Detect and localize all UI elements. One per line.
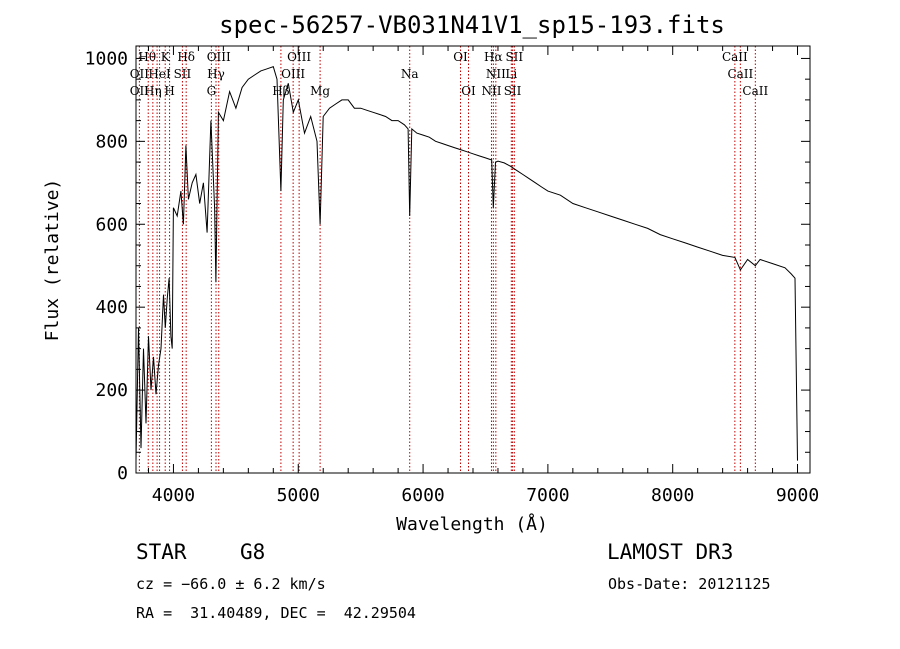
- x-axis-label: Wavelength (Å): [396, 513, 548, 535]
- line-label: NII: [486, 67, 506, 81]
- spectral-line-markers: [138, 46, 756, 473]
- line-label: Na: [401, 67, 419, 81]
- line-label: CaII: [742, 84, 768, 98]
- spectrum-line: [135, 66, 798, 461]
- line-label: Li: [505, 67, 517, 81]
- line-label: H: [164, 84, 174, 98]
- x-tick-label: 9000: [776, 485, 819, 506]
- redshift-cz: cz = −66.0 ± 6.2 km/s: [136, 575, 326, 593]
- x-tick-label: 7000: [526, 485, 569, 506]
- y-tick-label: 200: [95, 380, 128, 401]
- coordinates: RA = 31.40489, DEC = 42.29504: [136, 604, 416, 622]
- x-tick-label: 6000: [401, 485, 444, 506]
- x-tick-label: 4000: [152, 485, 195, 506]
- line-label: OIII: [287, 50, 311, 64]
- y-tick-label: 0: [117, 463, 128, 484]
- observation-date: Obs-Date: 20121125: [608, 575, 771, 593]
- line-label: K: [161, 50, 171, 64]
- line-label: OII: [130, 84, 150, 98]
- line-label: NII: [481, 84, 501, 98]
- y-axis-label: Flux (relative): [42, 179, 63, 342]
- object-subclass: G8: [240, 540, 266, 564]
- plot-frame: [135, 45, 811, 474]
- line-label: OI: [453, 50, 468, 64]
- line-label: Hγ: [207, 67, 225, 81]
- line-label: Hθ: [138, 50, 156, 64]
- object-class: STAR: [136, 540, 187, 564]
- x-tick-label: 8000: [651, 485, 694, 506]
- y-tick-label: 800: [95, 131, 128, 152]
- chart-title: spec-56257-VB031N41V1_sp15-193.fits: [219, 11, 725, 39]
- survey-name: LAMOST DR3: [607, 540, 734, 564]
- line-label: OIII: [207, 50, 231, 64]
- line-label: SII: [505, 50, 523, 64]
- line-label: HeI: [148, 67, 171, 81]
- line-label: Hδ: [177, 50, 195, 64]
- line-label: SII: [504, 84, 522, 98]
- line-label: CaII: [727, 67, 753, 81]
- line-label: Hη: [144, 84, 162, 98]
- y-tick-label: 1000: [85, 48, 128, 69]
- line-label: OII: [130, 67, 150, 81]
- y-tick-label: 400: [95, 297, 128, 318]
- line-label: OIII: [281, 67, 305, 81]
- line-label: Mg: [310, 84, 330, 98]
- line-label: G: [207, 84, 217, 98]
- x-tick-label: 5000: [277, 485, 320, 506]
- line-label: Hα: [484, 50, 503, 64]
- line-label: SII: [174, 67, 192, 81]
- line-label: CaII: [722, 50, 748, 64]
- line-label: OI: [461, 84, 476, 98]
- y-tick-label: 600: [95, 214, 128, 235]
- axis-ticks: 4000 5000 6000 7000 8000 9000 0 200 400 600 800 100…: [85, 46, 819, 506]
